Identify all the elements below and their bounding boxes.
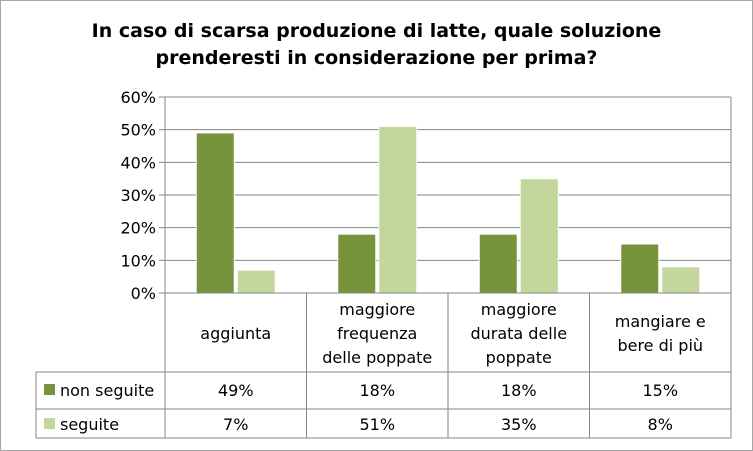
y-tick-label: 20%: [120, 219, 156, 238]
legend-swatch-seguite: [44, 418, 55, 429]
x-category-label: bere di più: [617, 336, 703, 355]
bar-seguite: [519, 178, 559, 294]
y-tick-label: 50%: [120, 121, 156, 140]
chart-title-line-1: In caso di scarsa produzione di latte, q…: [91, 20, 662, 42]
data-table-value: 51%: [359, 415, 395, 434]
bar-non-seguite: [195, 132, 235, 294]
legend-label: seguite: [60, 415, 119, 434]
y-tick-label: 10%: [120, 251, 156, 270]
bar-seguite: [378, 125, 418, 294]
data-table-value: 49%: [218, 381, 254, 400]
data-table-value: 18%: [359, 381, 395, 400]
x-category-label: maggiore: [339, 300, 415, 319]
legend-swatch-non-seguite: [44, 384, 55, 395]
chart-title-line-2: prenderesti in considerazione per prima?: [155, 47, 598, 69]
x-category-label: mangiare e: [615, 312, 706, 331]
data-table-value: 15%: [642, 381, 678, 400]
y-tick-label: 40%: [120, 153, 156, 172]
x-category-label: aggiunta: [200, 324, 271, 343]
x-category-label: poppate: [486, 348, 552, 367]
x-category-label: maggiore: [481, 300, 557, 319]
y-tick-label: 30%: [120, 186, 156, 205]
data-table-value: 18%: [501, 381, 537, 400]
data-table-value: 7%: [223, 415, 248, 434]
x-category-label: delle poppate: [322, 348, 432, 367]
bar-non-seguite: [620, 243, 660, 294]
y-tick-label: 60%: [120, 88, 156, 107]
bar-non-seguite: [337, 233, 377, 294]
chart-title: In caso di scarsa produzione di latte, q…: [0, 18, 753, 72]
x-category-label: frequenza: [337, 324, 417, 343]
y-tick-label: 0%: [131, 284, 156, 303]
x-category-label: durata delle: [470, 324, 567, 343]
bar-seguite: [661, 266, 701, 294]
data-table-value: 35%: [501, 415, 537, 434]
legend-label: non seguite: [60, 381, 154, 400]
bar-seguite: [236, 269, 276, 294]
bar-non-seguite: [478, 233, 518, 294]
data-table-value: 8%: [648, 415, 673, 434]
